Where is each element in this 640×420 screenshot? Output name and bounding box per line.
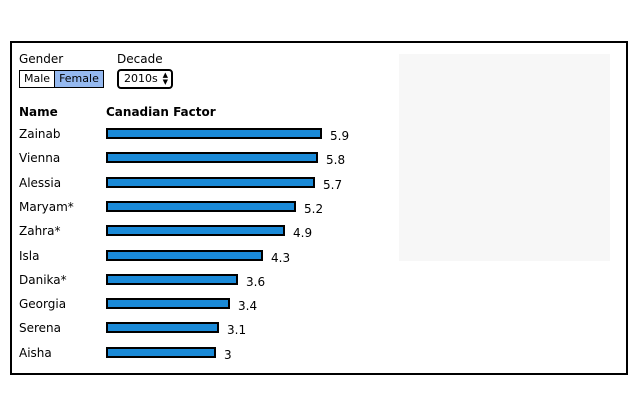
bar [106,298,230,310]
bar [106,128,322,139]
bar [106,152,318,164]
decade-select[interactable]: 2010s ▲ ▼ [117,69,173,89]
bar-value-label: 4.3 [271,250,291,265]
bar-value-label: 3 [224,347,232,362]
chart-frame: Gender Decade Male Female 2010s ▲ ▼ Name … [10,41,628,375]
bar-value-label: 3.1 [227,323,247,338]
bar-value-label: 3.4 [238,299,258,314]
row-name: Aisha [19,345,52,360]
bar [106,346,216,358]
gender-label: Gender [19,52,64,66]
decade-label: Decade [117,52,163,66]
row-name: Isla [19,248,40,263]
gender-option-female[interactable]: Female [54,71,103,87]
bar [106,225,285,237]
row-name: Zahra* [19,224,61,239]
side-panel [399,54,610,261]
bar [106,273,238,285]
bar-value-label: 5.7 [323,177,343,192]
bar-value-label: 5.8 [326,153,346,168]
row-name: Serena [19,321,62,336]
factor-column-header: Canadian Factor [106,105,216,119]
row-name: Maryam* [19,199,74,214]
row-name: Danika* [19,272,67,287]
bar [106,200,296,212]
bar [106,249,263,261]
row-name: Vienna [19,151,61,166]
bar-value-label: 3.6 [246,274,266,289]
bar-value-label: 5.9 [330,129,350,143]
select-arrows-icon: ▲ ▼ [162,71,168,86]
bar [106,322,219,334]
bar-value-label: 5.2 [304,201,324,216]
decade-select-value: 2010s [124,72,158,85]
bar-value-label: 4.9 [293,226,313,241]
row-name: Alessia [19,175,62,190]
gender-option-male[interactable]: Male [24,72,51,85]
row-name: Georgia [19,297,67,312]
name-column-header: Name [19,105,58,119]
bar [106,176,315,188]
gender-toggle: Male Female [19,70,104,88]
row-name: Zainab [19,127,61,141]
